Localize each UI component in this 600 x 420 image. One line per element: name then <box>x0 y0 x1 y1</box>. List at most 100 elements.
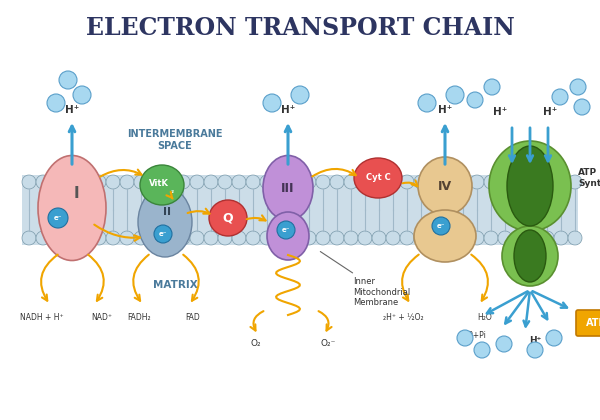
Ellipse shape <box>92 175 106 189</box>
Text: O₂: O₂ <box>251 339 262 348</box>
Ellipse shape <box>106 175 120 189</box>
Ellipse shape <box>162 231 176 245</box>
Ellipse shape <box>432 217 450 235</box>
Ellipse shape <box>120 175 134 189</box>
Ellipse shape <box>246 175 260 189</box>
Text: FADH₂: FADH₂ <box>127 313 151 322</box>
Ellipse shape <box>176 231 190 245</box>
Ellipse shape <box>568 231 582 245</box>
Ellipse shape <box>540 231 554 245</box>
Ellipse shape <box>386 231 400 245</box>
Ellipse shape <box>260 175 274 189</box>
Ellipse shape <box>288 175 302 189</box>
Text: III: III <box>281 181 295 194</box>
Ellipse shape <box>386 175 400 189</box>
Ellipse shape <box>514 230 546 282</box>
Ellipse shape <box>484 231 498 245</box>
Ellipse shape <box>162 175 176 189</box>
Ellipse shape <box>291 86 309 104</box>
Ellipse shape <box>526 175 540 189</box>
Ellipse shape <box>148 231 162 245</box>
Ellipse shape <box>400 231 414 245</box>
Ellipse shape <box>414 231 428 245</box>
Ellipse shape <box>288 231 302 245</box>
Text: MATRIX: MATRIX <box>152 280 197 290</box>
Ellipse shape <box>330 231 344 245</box>
Ellipse shape <box>47 94 65 112</box>
Ellipse shape <box>209 200 247 236</box>
Ellipse shape <box>260 231 274 245</box>
Text: H₂O: H₂O <box>478 313 493 322</box>
Ellipse shape <box>78 231 92 245</box>
Ellipse shape <box>428 231 442 245</box>
Text: IV: IV <box>438 179 452 192</box>
Ellipse shape <box>470 231 484 245</box>
Ellipse shape <box>344 175 358 189</box>
Ellipse shape <box>456 231 470 245</box>
Ellipse shape <box>134 175 148 189</box>
Ellipse shape <box>302 175 316 189</box>
Text: H⁺: H⁺ <box>493 107 507 117</box>
Text: ATP
Synthase: ATP Synthase <box>578 168 600 188</box>
Ellipse shape <box>358 175 372 189</box>
Text: e⁻: e⁻ <box>437 223 445 229</box>
Ellipse shape <box>274 231 288 245</box>
Text: O₂⁻: O₂⁻ <box>320 339 335 348</box>
Ellipse shape <box>316 231 330 245</box>
Ellipse shape <box>78 175 92 189</box>
Ellipse shape <box>372 231 386 245</box>
Ellipse shape <box>428 175 442 189</box>
Text: NAD⁺: NAD⁺ <box>91 313 113 322</box>
Ellipse shape <box>218 231 232 245</box>
Ellipse shape <box>574 99 590 115</box>
Ellipse shape <box>330 175 344 189</box>
Ellipse shape <box>148 175 162 189</box>
Text: ₂H⁺ + ½O₂: ₂H⁺ + ½O₂ <box>383 313 424 322</box>
Ellipse shape <box>467 92 483 108</box>
Ellipse shape <box>190 175 204 189</box>
Ellipse shape <box>474 342 490 358</box>
Ellipse shape <box>527 342 543 358</box>
Text: H⁺: H⁺ <box>65 105 79 115</box>
Ellipse shape <box>232 175 246 189</box>
Text: e⁻: e⁻ <box>54 215 62 221</box>
Ellipse shape <box>140 165 184 205</box>
Ellipse shape <box>512 231 526 245</box>
Ellipse shape <box>263 155 313 220</box>
Ellipse shape <box>502 226 558 286</box>
Ellipse shape <box>50 231 64 245</box>
Text: ATP: ATP <box>586 318 600 328</box>
Ellipse shape <box>372 175 386 189</box>
Text: Q: Q <box>223 212 233 225</box>
Ellipse shape <box>554 175 568 189</box>
Ellipse shape <box>414 175 428 189</box>
Ellipse shape <box>344 231 358 245</box>
Ellipse shape <box>489 141 571 231</box>
Text: H⁺: H⁺ <box>529 336 541 345</box>
Ellipse shape <box>22 231 36 245</box>
Ellipse shape <box>442 231 456 245</box>
Text: ADP+Pi: ADP+Pi <box>458 331 487 340</box>
Ellipse shape <box>498 231 512 245</box>
Ellipse shape <box>512 175 526 189</box>
Ellipse shape <box>302 231 316 245</box>
Ellipse shape <box>418 94 436 112</box>
Text: FAD: FAD <box>185 313 200 322</box>
Ellipse shape <box>22 175 36 189</box>
Text: VitK: VitK <box>149 178 169 187</box>
Ellipse shape <box>570 79 586 95</box>
Ellipse shape <box>442 175 456 189</box>
Text: I: I <box>73 186 79 200</box>
Ellipse shape <box>400 175 414 189</box>
Bar <box>22 175 578 245</box>
Ellipse shape <box>316 175 330 189</box>
Ellipse shape <box>190 231 204 245</box>
Text: ELECTRON TRANSPORT CHAIN: ELECTRON TRANSPORT CHAIN <box>86 16 514 40</box>
Ellipse shape <box>232 231 246 245</box>
Ellipse shape <box>456 175 470 189</box>
Text: II: II <box>163 207 171 217</box>
Text: H⁺: H⁺ <box>281 105 295 115</box>
Ellipse shape <box>246 231 260 245</box>
Ellipse shape <box>92 231 106 245</box>
Ellipse shape <box>446 86 464 104</box>
